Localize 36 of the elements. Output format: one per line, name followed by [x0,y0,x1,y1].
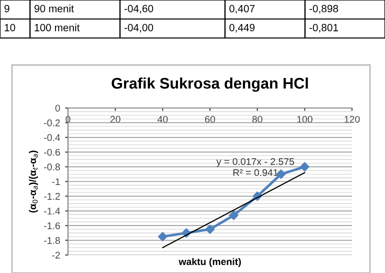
text: -04,00 [124,24,154,33]
x-axis-title: waktu (menit) [178,258,241,268]
text: -0,801 [309,24,338,33]
x-tick-label: 80 [252,116,262,123]
y-tick-label: -1.2 [44,192,60,200]
text: 0,407 [229,4,255,14]
x-tick-label: 120 [344,116,360,123]
text: 0,449 [229,24,255,33]
annotation: y = 0.017x - 2.575 [216,158,294,167]
chart-title: Grafik Sukrosa dengan HCl [112,77,308,92]
point [229,210,238,220]
text: 90 menit [34,4,74,12]
y-tick-label: -1.6 [44,222,60,230]
y-tick-label: -1.8 [44,237,60,244]
x-tick-label: 100 [297,116,312,123]
y-tick-label: -0.6 [44,148,60,156]
x-tick-label: 60 [205,116,216,123]
y-tick-label: 0 [55,104,60,112]
x-tick-label: 40 [157,116,168,123]
y-tick-label: -1 [52,178,60,186]
y-tick-label: -2 [52,252,60,259]
y-tick-label: -0.4 [44,134,60,142]
point [205,224,215,234]
point [158,232,168,242]
text: (α$_{0}$-α$_{a}$)/(α$_{t}$-α$_{a}$) [28,150,38,212]
y-tick-label: -1.4 [44,208,60,214]
point [300,162,310,172]
y-tick-label: -0.8 [44,164,60,170]
text: -04,60 [124,4,154,14]
x-tick-label: 20 [110,116,120,123]
annotation: R² = 0.941 [233,169,278,176]
text: 10 [4,24,16,32]
y-tick-label: -0.2 [44,119,60,126]
text: 9 [4,4,10,12]
text: -0,898 [309,4,338,14]
text: 100 menit [34,24,80,32]
